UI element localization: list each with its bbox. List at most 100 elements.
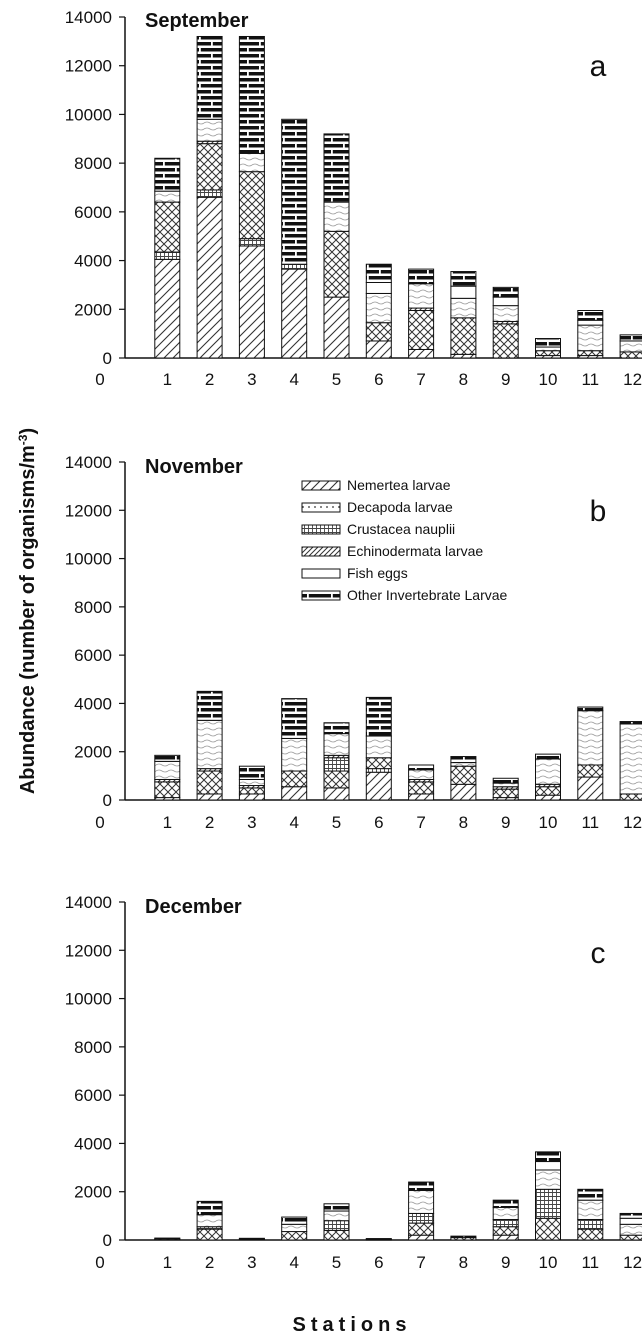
bar-segment-wavy <box>450 762 477 767</box>
y-tick-label: 14000 <box>65 8 112 27</box>
bar-segment-brick <box>535 338 561 348</box>
legend-swatch <box>301 590 341 601</box>
x-tick-label: 4 <box>289 813 298 832</box>
bar-segment-wavy <box>323 733 350 756</box>
legend-label: Crustacea nauplii <box>347 521 455 537</box>
panel-september: September a 0 2000 4000 6000 8000 10000 12000 1… <box>65 8 642 389</box>
bar-segment-blank <box>365 281 392 294</box>
bar-segment-wavy <box>408 769 435 780</box>
bar-station-8 <box>450 1235 477 1241</box>
bar-station-1 <box>154 754 181 801</box>
bar-segment-crosshatch <box>323 1229 350 1241</box>
bar-segment-grid <box>196 189 223 198</box>
bar-segment-grid <box>535 1188 561 1219</box>
bar-segment-crosshatch <box>281 1231 308 1241</box>
bar-segment-wavy <box>323 1210 350 1222</box>
bar-segment-grid <box>154 251 181 260</box>
bar-segment-brick <box>196 35 223 120</box>
bar-segment-diag-sparse <box>323 787 350 801</box>
bar-station-3 <box>238 765 265 801</box>
bar-station-2 <box>196 35 223 359</box>
bar-segment-diag-sparse <box>450 783 477 801</box>
x-tick-label: 8 <box>459 813 468 832</box>
x-tick-label: 1 <box>163 370 172 389</box>
x-tick-label: 9 <box>501 1253 510 1272</box>
bar-segment-wavy <box>408 283 435 309</box>
bar-segment-diag-sparse <box>281 786 308 801</box>
bar-station-7 <box>408 764 435 801</box>
bar-segment-brick <box>281 1216 308 1225</box>
bar-segment-crosshatch <box>408 781 435 795</box>
bar-segment-diag-sparse <box>577 776 604 801</box>
bar-segment-brick <box>323 133 350 203</box>
bar-segment-crosshatch <box>492 1226 519 1236</box>
panel-title-december: December <box>145 896 242 918</box>
bar-segment-crosshatch <box>323 230 350 298</box>
bar-segment-brick <box>619 1212 642 1219</box>
bar-segment-wavy <box>619 340 642 353</box>
bar-segment-wavy <box>196 118 223 142</box>
x-tick-label: 3 <box>247 1253 256 1272</box>
bar-segment-wavy <box>281 1223 308 1233</box>
x-tick-label: 5 <box>332 370 341 389</box>
bar-segment-diag-sparse <box>450 353 477 359</box>
legend-swatch <box>301 524 341 535</box>
y-tick-label: 12000 <box>65 57 112 76</box>
bar-segment-crosshatch <box>238 787 265 795</box>
bar-segment-diag-sparse <box>408 348 435 359</box>
x-tick-label: 3 <box>247 813 256 832</box>
bar-segment-brick <box>154 754 181 762</box>
legend-swatch <box>301 502 341 513</box>
x-tick-label: 2 <box>205 1253 214 1272</box>
x-tick-label: 9 <box>501 370 510 389</box>
legend-item: Echinodermata larvae <box>301 543 483 559</box>
legend-item: Fish eggs <box>301 565 408 581</box>
bar-station-4 <box>281 118 308 359</box>
bar-segment-wavy <box>492 782 519 788</box>
y-tick-label: 8000 <box>74 1038 112 1057</box>
bar-station-5 <box>323 1203 350 1241</box>
bar-segment-brick <box>492 777 519 784</box>
bar-segment-wavy <box>196 719 223 770</box>
x-tick-label: 12 <box>623 1253 642 1272</box>
legend-item: Decapoda larvae <box>301 499 453 515</box>
y-tick-label: 12000 <box>65 941 112 960</box>
bar-station-6 <box>365 1238 392 1241</box>
panel-title-november: November <box>145 456 243 478</box>
bar-segment-diag-sparse <box>281 268 308 359</box>
bar-segment-grid <box>323 1220 350 1231</box>
bar-segment-diag-sparse <box>196 196 223 359</box>
x-tick-label: 0 <box>95 370 104 389</box>
bar-segment-brick <box>492 286 519 298</box>
legend-swatch <box>301 546 341 557</box>
bar-segment-brick <box>408 268 435 285</box>
bar-station-1 <box>154 1237 181 1241</box>
x-tick-label: 1 <box>163 813 172 832</box>
x-tick-label: 8 <box>459 1253 468 1272</box>
bar-segment-crosshatch <box>577 350 604 357</box>
bar-station-9 <box>492 1199 519 1241</box>
bar-segment-wavy <box>577 324 604 352</box>
bar-station-5 <box>323 133 350 359</box>
x-tick-label: 12 <box>623 370 642 389</box>
x-tick-label: 6 <box>374 813 383 832</box>
x-tick-label: 10 <box>539 370 558 389</box>
x-tick-label: 6 <box>374 370 383 389</box>
bar-station-5 <box>323 722 350 801</box>
bar-segment-diag-sparse <box>238 245 265 359</box>
x-tick-label: 7 <box>416 370 425 389</box>
bar-segment-crosshatch <box>365 757 392 770</box>
x-tick-label: 11 <box>581 813 599 832</box>
bar-station-2 <box>196 1200 223 1241</box>
bar-segment-crosshatch <box>450 317 477 355</box>
bar-segment-wavy <box>619 1223 642 1236</box>
bar-segment-diag-sparse <box>535 794 561 801</box>
y-tick-label: 2000 <box>74 743 112 762</box>
bar-station-7 <box>408 268 435 359</box>
bar-segment-crosshatch <box>196 1228 223 1241</box>
x-tick-label: 11 <box>581 370 599 389</box>
bar-segment-crosshatch <box>535 786 561 796</box>
x-tick-label: 10 <box>539 813 558 832</box>
bar-segment-brick <box>577 706 604 712</box>
